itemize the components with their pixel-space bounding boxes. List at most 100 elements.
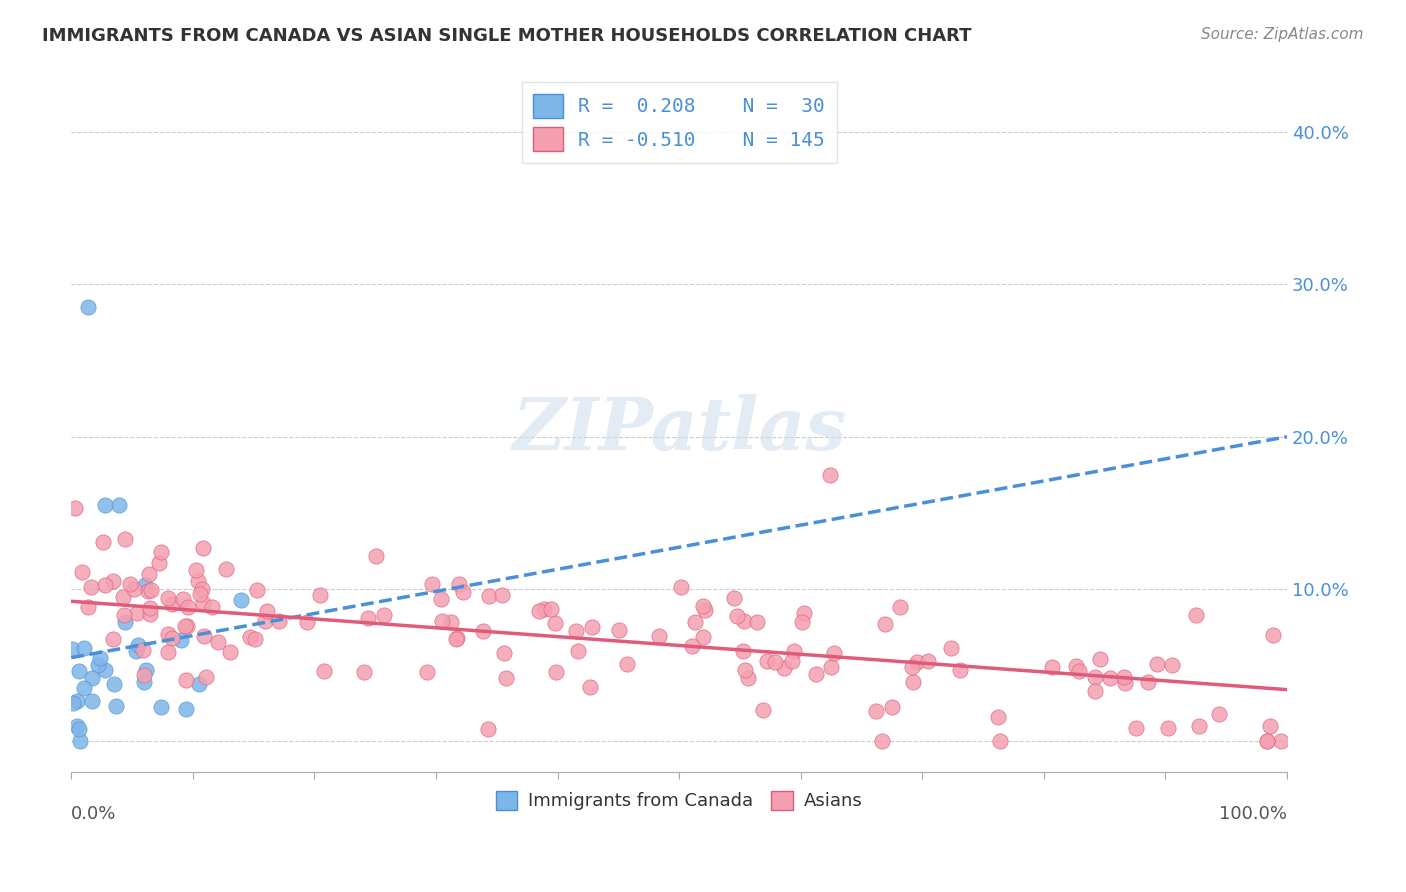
Asians — [723, 591, 745, 606]
Asians — [219, 645, 242, 659]
Immigrants from Canada — [73, 681, 96, 695]
Asians — [581, 620, 603, 634]
Asians — [207, 635, 229, 649]
Asians — [176, 619, 198, 633]
Immigrants from Canada — [66, 719, 89, 733]
Asians — [1157, 722, 1180, 736]
Asians — [253, 614, 276, 628]
Asians — [478, 589, 501, 603]
Asians — [120, 577, 142, 591]
Asians — [533, 602, 555, 616]
Immigrants from Canada — [125, 644, 148, 658]
Asians — [917, 654, 939, 668]
Asians — [671, 580, 693, 594]
Asians — [793, 606, 815, 620]
Asians — [782, 654, 804, 668]
Asians — [127, 606, 149, 620]
Asians — [567, 644, 589, 658]
Asians — [790, 615, 813, 629]
Asians — [101, 632, 124, 647]
Asians — [1270, 734, 1292, 748]
Asians — [191, 541, 214, 555]
Asians — [1146, 657, 1168, 671]
Asians — [1188, 719, 1211, 733]
Asians — [1256, 734, 1278, 748]
Asians — [176, 600, 198, 615]
Asians — [201, 599, 224, 614]
Immigrants from Canada — [67, 664, 90, 678]
Asians — [114, 532, 136, 546]
Asians — [692, 630, 714, 644]
Asians — [870, 734, 893, 748]
Asians — [901, 675, 924, 690]
Immigrants from Canada — [77, 300, 100, 314]
Asians — [138, 567, 160, 582]
Asians — [297, 615, 319, 630]
Asians — [949, 663, 972, 677]
Asians — [256, 604, 278, 618]
Immigrants from Canada — [174, 702, 197, 716]
Asians — [353, 665, 375, 679]
Asians — [312, 664, 335, 678]
Immigrants from Canada — [73, 640, 96, 655]
Asians — [243, 632, 266, 647]
Asians — [1256, 734, 1278, 748]
Asians — [647, 629, 669, 643]
Asians — [364, 549, 387, 563]
Asians — [150, 544, 173, 558]
Asians — [156, 645, 179, 659]
Asians — [616, 657, 638, 672]
Asians — [451, 584, 474, 599]
Asians — [187, 574, 209, 589]
Asians — [148, 556, 170, 570]
Asians — [692, 599, 714, 613]
Asians — [446, 631, 468, 645]
Asians — [188, 587, 211, 601]
Text: 0.0%: 0.0% — [72, 805, 117, 823]
Asians — [865, 704, 887, 718]
Asians — [873, 617, 896, 632]
Text: ZIPatlas: ZIPatlas — [512, 393, 846, 465]
Asians — [681, 640, 703, 654]
Immigrants from Canada — [188, 677, 211, 691]
Asians — [139, 601, 162, 615]
Immigrants from Canada — [62, 696, 84, 710]
Asians — [564, 624, 586, 639]
Asians — [1261, 628, 1284, 642]
Asians — [1208, 706, 1230, 721]
Asians — [988, 734, 1011, 748]
Asians — [269, 614, 291, 628]
Asians — [420, 577, 443, 591]
Immigrants from Canada — [87, 657, 110, 672]
Immigrants from Canada — [105, 698, 128, 713]
Asians — [1125, 721, 1147, 735]
Asians — [880, 700, 903, 714]
Asians — [607, 623, 630, 637]
Asians — [132, 668, 155, 682]
Asians — [440, 615, 463, 629]
Immigrants from Canada — [134, 674, 156, 689]
Asians — [683, 615, 706, 630]
Asians — [191, 582, 214, 596]
Asians — [889, 600, 911, 615]
Asians — [527, 604, 550, 618]
Asians — [430, 615, 453, 629]
Asians — [756, 654, 779, 668]
Immigrants from Canada — [231, 593, 253, 607]
Legend: Immigrants from Canada, Asians: Immigrants from Canada, Asians — [488, 784, 870, 818]
Asians — [157, 591, 180, 605]
Text: IMMIGRANTS FROM CANADA VS ASIAN SINGLE MOTHER HOUSEHOLDS CORRELATION CHART: IMMIGRANTS FROM CANADA VS ASIAN SINGLE M… — [42, 27, 972, 45]
Immigrants from Canada — [80, 671, 103, 685]
Asians — [93, 578, 115, 592]
Asians — [246, 583, 269, 598]
Asians — [725, 608, 748, 623]
Asians — [1161, 657, 1184, 672]
Asians — [491, 589, 513, 603]
Immigrants from Canada — [60, 641, 83, 656]
Asians — [737, 671, 759, 685]
Asians — [752, 703, 775, 717]
Text: Source: ZipAtlas.com: Source: ZipAtlas.com — [1201, 27, 1364, 42]
Asians — [176, 673, 198, 688]
Asians — [112, 590, 135, 604]
Immigrants from Canada — [67, 722, 90, 736]
